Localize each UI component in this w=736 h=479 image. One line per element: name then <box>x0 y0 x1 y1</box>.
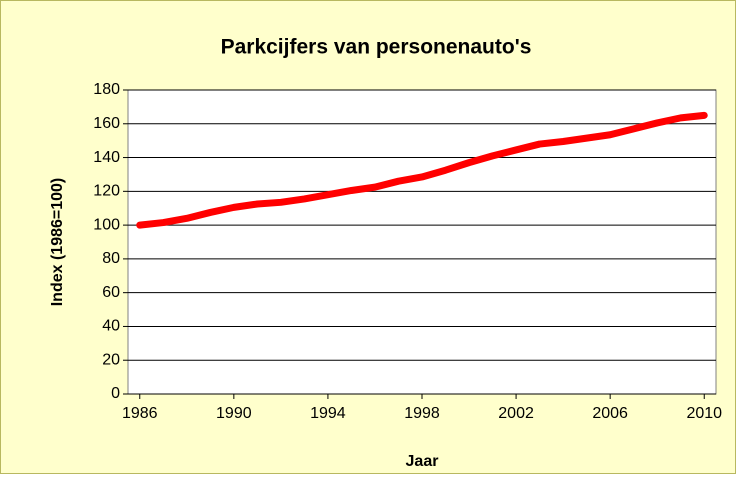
y-axis-label: Index (1986=100) <box>49 178 66 307</box>
y-tick-label: 140 <box>93 149 120 166</box>
y-tick-label: 100 <box>93 216 120 233</box>
y-tick-label: 0 <box>111 385 120 402</box>
data-line <box>136 111 708 229</box>
y-tick-label: 180 <box>93 81 120 98</box>
y-tick-label: 40 <box>102 318 120 335</box>
chart-title: Parkcijfers van personenauto's <box>221 36 532 59</box>
x-tick-label: 2002 <box>498 405 534 422</box>
plot-area <box>127 89 717 395</box>
x-tick-label: 1998 <box>404 405 440 422</box>
y-tick-label: 80 <box>102 250 120 267</box>
y-tick-label: 60 <box>102 284 120 301</box>
x-tick-label: 2006 <box>592 405 628 422</box>
x-tick-label: 1994 <box>310 405 346 422</box>
x-tick-label: 1986 <box>122 405 158 422</box>
y-tick-label: 20 <box>102 351 120 368</box>
x-tick-label: 1990 <box>216 405 252 422</box>
x-tick-label: 2010 <box>686 405 722 422</box>
y-tick-label: 120 <box>93 183 120 200</box>
y-tick-label: 160 <box>93 115 120 132</box>
x-axis-label: Jaar <box>406 453 439 470</box>
